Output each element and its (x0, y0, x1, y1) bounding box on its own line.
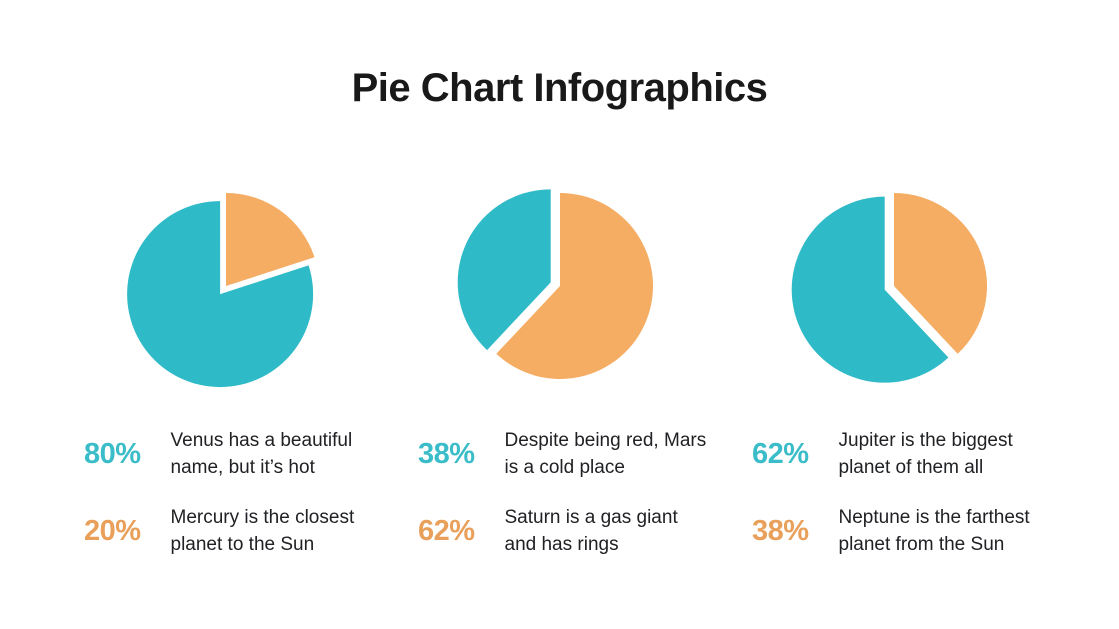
charts-grid: 80% Venus has a beautiful name, but it’s… (0, 181, 1119, 558)
stat-description: Despite being red, Mars is a cold place (504, 430, 707, 478)
stats-column-2: 38% Despite being red, Mars is a cold pl… (400, 427, 720, 558)
stat-row: 38% Despite being red, Mars is a cold pl… (400, 427, 720, 481)
stat-row: 20% Mercury is the closest planet to the… (66, 504, 386, 558)
chart-column-3: 62% Jupiter is the biggest planet of the… (734, 181, 1054, 558)
chart-column-1: 80% Venus has a beautiful name, but it’s… (66, 181, 386, 558)
stat-percentage: 20% (83, 514, 141, 547)
pie-slice-jupiter (791, 196, 948, 383)
pie-chart-3 (734, 181, 1054, 391)
stat-row: 62% Jupiter is the biggest planet of the… (734, 427, 1054, 481)
stat-row: 80% Venus has a beautiful name, but it’s… (66, 427, 386, 481)
stat-row: 38% Neptune is the farthest planet from … (734, 504, 1054, 558)
stat-row: 62% Saturn is a gas giant and has rings (400, 504, 720, 558)
pie-slice-mars (457, 189, 551, 351)
pie-slice-neptune (893, 193, 987, 354)
stats-column-1: 80% Venus has a beautiful name, but it’s… (66, 427, 386, 558)
stat-description: Jupiter is the biggest planet of them al… (838, 430, 1013, 478)
chart-column-2: 38% Despite being red, Mars is a cold pl… (400, 181, 720, 558)
stats-column-3: 62% Jupiter is the biggest planet of the… (734, 427, 1054, 558)
pie-chart-2 (400, 181, 720, 391)
pie-slice-venus (126, 201, 313, 388)
stat-description: Saturn is a gas giant and has rings (504, 507, 678, 555)
stat-percentage: 62% (417, 514, 475, 547)
stat-percentage: 62% (751, 437, 809, 470)
stat-description: Venus has a beautiful name, but it’s hot (170, 430, 353, 478)
pie-chart-1 (66, 181, 386, 391)
page-title: Pie Chart Infographics (351, 66, 768, 110)
stat-description: Neptune is the farthest planet from the … (838, 507, 1030, 555)
stat-percentage: 80% (83, 437, 141, 470)
pie-slice-mercury (225, 193, 314, 286)
stat-percentage: 38% (751, 514, 809, 547)
pie-slice-saturn (495, 193, 653, 379)
stat-percentage: 38% (417, 437, 475, 470)
stat-description: Mercury is the closest planet to the Sun (170, 507, 355, 555)
